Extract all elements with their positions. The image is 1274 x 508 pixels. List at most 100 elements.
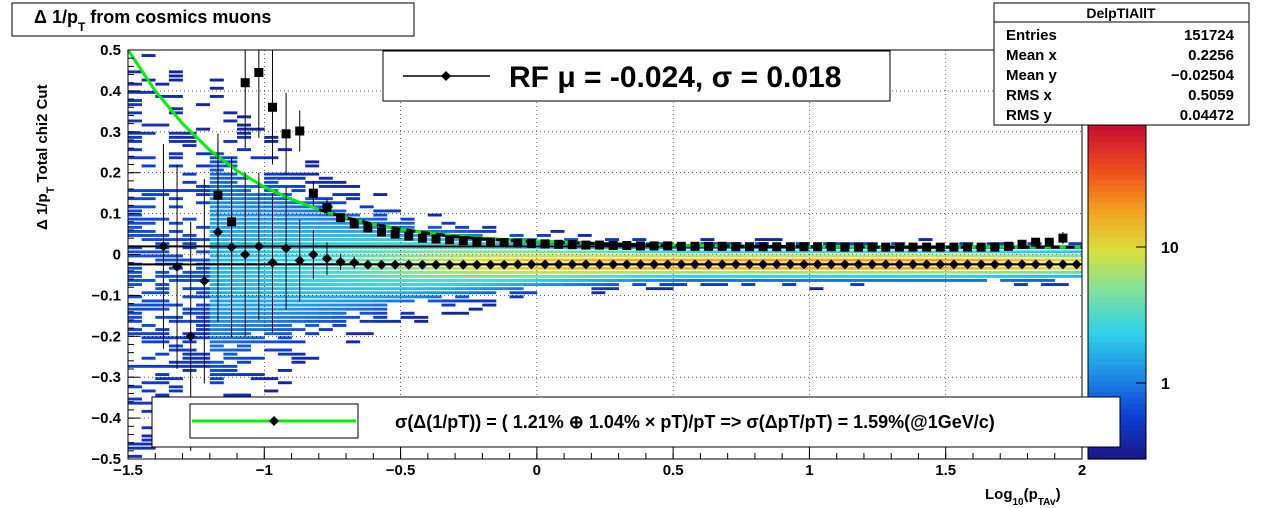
heatmap-cell <box>305 307 320 311</box>
heatmap-cell <box>223 176 238 180</box>
heatmap-cell <box>264 389 279 393</box>
heatmap-cell <box>836 258 851 262</box>
heatmap-cell <box>441 270 456 274</box>
heatmap-cell <box>141 324 156 327</box>
heatmap-cell <box>346 295 361 299</box>
heatmap-cell <box>168 70 183 74</box>
heatmap-cell <box>823 270 838 274</box>
heatmap-cell <box>128 385 142 389</box>
heatmap-cell <box>836 266 851 270</box>
sigma-point <box>608 241 618 251</box>
heatmap-cell <box>291 254 306 258</box>
heatmap-cell <box>509 295 524 299</box>
heatmap-cell <box>618 274 633 278</box>
heatmap-cell <box>128 156 142 160</box>
mean-point <box>908 259 919 270</box>
heatmap-cell <box>496 246 510 250</box>
heatmap-cell <box>141 364 156 368</box>
heatmap-cell <box>441 258 456 262</box>
heatmap-cell <box>291 189 306 192</box>
heatmap-cell <box>986 274 1001 278</box>
heatmap-cell <box>277 369 292 372</box>
heatmap-cell <box>523 270 538 274</box>
heatmap-cell <box>332 230 347 233</box>
mean-point <box>839 259 850 270</box>
stats-label: Entries <box>1006 27 1057 44</box>
heatmap-cell <box>673 266 688 270</box>
x-tick-label: −1.5 <box>113 462 143 479</box>
heatmap-cell <box>973 279 987 282</box>
heatmap-cell <box>209 274 224 278</box>
heatmap-cell <box>727 274 742 278</box>
heatmap-cell <box>523 258 538 262</box>
heatmap-cell <box>359 242 374 246</box>
heatmap-cell <box>196 250 211 254</box>
heatmap-cell <box>536 250 551 254</box>
heatmap-cell <box>305 270 320 274</box>
heatmap-cell <box>591 283 606 286</box>
heatmap-cell <box>128 307 142 311</box>
heatmap-cell <box>550 266 565 270</box>
heatmap-cell <box>237 205 251 209</box>
heatmap-cell <box>250 225 265 229</box>
sigma-point <box>976 242 986 252</box>
heatmap-cell <box>1054 250 1069 254</box>
heatmap-cell <box>509 234 524 237</box>
mean-point <box>253 241 264 252</box>
heatmap-cell <box>264 209 279 213</box>
heatmap-cell <box>1000 258 1015 262</box>
heatmap-cell <box>168 279 183 282</box>
x-tick-label: 1.5 <box>935 462 956 479</box>
heatmap-cell <box>223 352 238 356</box>
heatmap-cell <box>168 107 183 111</box>
sigma-point <box>486 237 496 247</box>
mean-point <box>431 259 442 270</box>
heatmap-cell <box>468 279 483 282</box>
heatmap-cell <box>741 283 756 286</box>
heatmap-cell <box>891 270 906 274</box>
heatmap-cell <box>128 279 142 282</box>
heatmap-cell <box>468 274 483 278</box>
heatmap-cell <box>155 352 170 356</box>
heatmap-cell <box>209 78 224 82</box>
heatmap-cell <box>223 348 238 352</box>
heatmap-cell <box>155 307 170 311</box>
heatmap-cell <box>550 258 565 262</box>
heatmap-cell <box>264 328 279 331</box>
mean-point <box>676 259 687 270</box>
heatmap-cell <box>782 258 797 262</box>
heatmap-cell <box>141 291 156 295</box>
heatmap-cell <box>237 279 251 282</box>
heatmap-cell <box>536 270 551 274</box>
heatmap-cell <box>1013 274 1028 278</box>
heatmap-cell <box>318 274 333 278</box>
heatmap-cell <box>223 266 238 270</box>
heatmap-cell <box>305 230 320 233</box>
mean-point <box>390 259 401 270</box>
heatmap-cell <box>250 377 265 381</box>
heatmap-cell <box>945 254 960 258</box>
heatmap-cell <box>318 287 333 291</box>
heatmap-cell <box>277 307 292 311</box>
heatmap-cell <box>605 254 619 258</box>
mean-point <box>594 259 605 270</box>
heatmap-cell <box>918 274 933 278</box>
heatmap-cell <box>400 295 415 299</box>
heatmap-cell <box>1041 258 1056 262</box>
x-tick-label: 2 <box>1078 462 1086 479</box>
heatmap-cell <box>250 340 265 344</box>
sigma-point <box>881 242 891 252</box>
heatmap-cell <box>209 279 224 282</box>
heatmap-cell <box>373 246 388 250</box>
heatmap-cell <box>346 242 361 246</box>
heatmap-cell <box>141 254 156 258</box>
heatmap-cell <box>1041 250 1056 254</box>
heatmap-cell <box>250 209 265 213</box>
heatmap-cell <box>209 344 224 348</box>
heatmap-cell <box>264 311 279 315</box>
heatmap-cell <box>128 135 142 139</box>
heatmap-cell <box>209 250 224 254</box>
mean-point <box>526 259 537 270</box>
sigma-point <box>417 233 427 243</box>
